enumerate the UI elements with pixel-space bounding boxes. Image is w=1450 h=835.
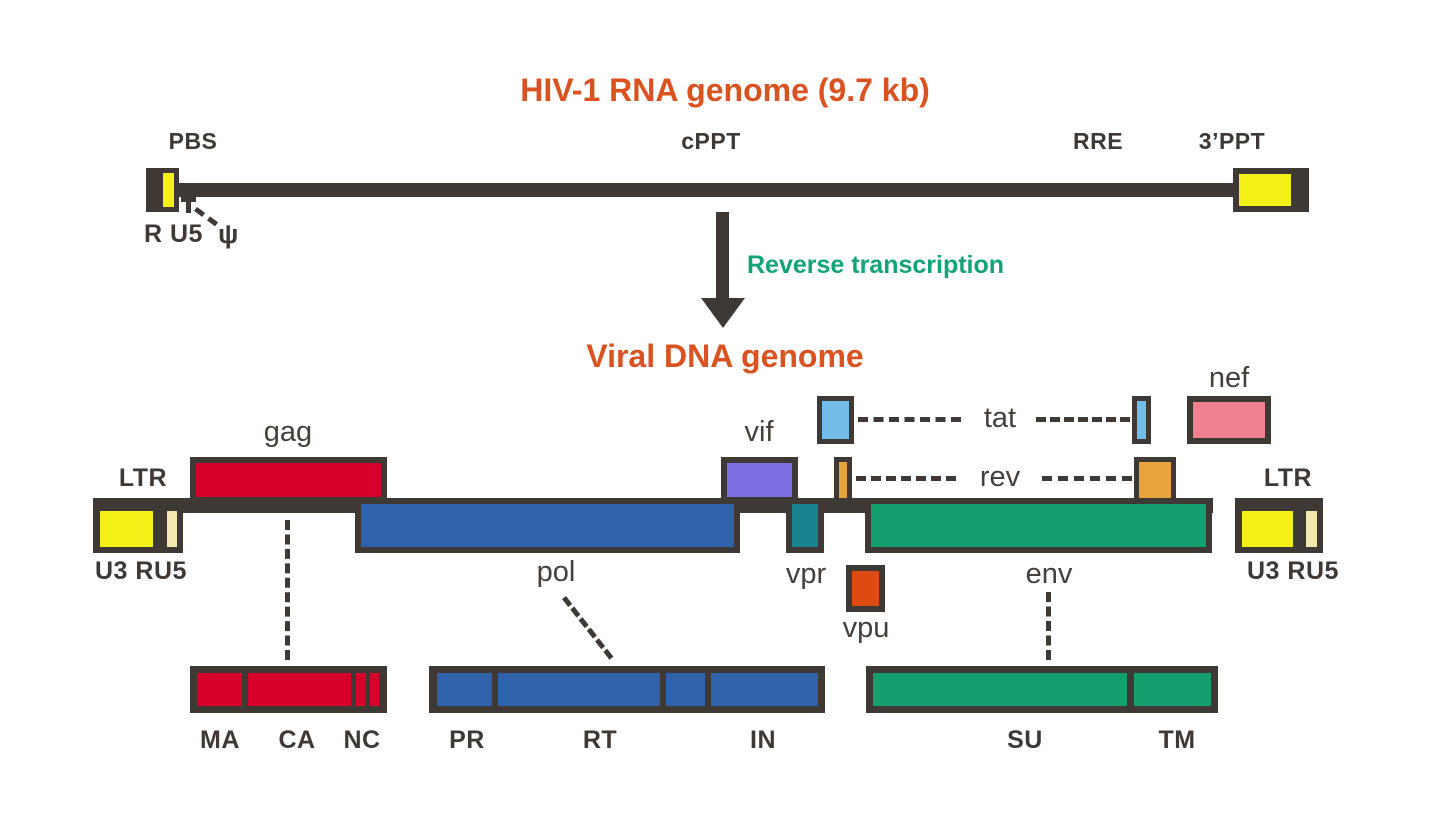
tat-connector-dash-right: [1036, 417, 1130, 422]
rev-exon1-box: [834, 457, 852, 503]
rev-connector-dash-left: [856, 476, 956, 481]
ltr-left-label: LTR: [118, 464, 168, 492]
pr-label: PR: [449, 726, 485, 754]
vpu-label: vpu: [842, 612, 890, 644]
vif-label: vif: [744, 416, 774, 448]
env-expansion-connector: [1046, 592, 1051, 660]
pol-gene-box: [355, 498, 740, 553]
rev-connector-dash-right: [1042, 476, 1132, 481]
su-segment: [873, 673, 1127, 706]
nc-segment: [356, 673, 366, 706]
rnaseh-segment: [666, 673, 705, 706]
gag-expansion-connector: [285, 520, 290, 660]
su-label: SU: [1007, 726, 1043, 754]
rt-label: RT: [582, 726, 618, 754]
trna-primer-tick-stem: [186, 200, 191, 213]
ltr-left-u5-stripe: [167, 511, 177, 547]
vpr-gene-box: [786, 498, 824, 553]
env-label: env: [1025, 558, 1073, 590]
dna-genome-title: Viral DNA genome: [586, 338, 864, 374]
gag-label: gag: [263, 416, 313, 448]
tat-connector-dash-left: [858, 417, 961, 422]
vpu-gene-box: [846, 565, 885, 612]
rev-label: rev: [979, 461, 1021, 493]
ltr-right-u5-stripe: [1306, 511, 1317, 547]
gag-expansion-box: [190, 666, 387, 713]
ltr-left-parts-label: U3 RU5: [95, 557, 187, 585]
ca-segment: [248, 673, 351, 706]
p6-segment: [370, 673, 379, 706]
ltr-right-label: LTR: [1263, 464, 1313, 492]
cppt-label: cPPT: [681, 128, 741, 154]
pol-expansion-box: [429, 666, 825, 713]
in-segment: [711, 673, 818, 706]
pol-label: pol: [536, 556, 576, 588]
ltr-left-u3-block: [100, 511, 153, 547]
pbs-label: PBS: [168, 128, 218, 154]
nef-label: nef: [1208, 362, 1250, 394]
gag-gene-box: [190, 457, 387, 503]
tm-label: TM: [1158, 726, 1196, 754]
tat-label: tat: [983, 402, 1017, 434]
in-label: IN: [750, 726, 776, 754]
pr-segment: [437, 673, 492, 706]
vif-gene-box: [721, 457, 798, 503]
ma-label: MA: [200, 726, 240, 754]
rev-exon2-box: [1134, 457, 1176, 503]
3ppt-label: 3’PPT: [1198, 128, 1266, 154]
rt-segment: [498, 673, 660, 706]
rna-genome-line: [175, 183, 1238, 197]
nc-label: NC: [343, 726, 381, 754]
vpr-label: vpr: [785, 558, 827, 590]
trna-primer-tick-icon: [181, 197, 196, 202]
psi-label: ψ: [218, 219, 239, 249]
arrow-shaft: [716, 212, 729, 300]
rna-genome-title: HIV-1 RNA genome (9.7 kb): [520, 72, 930, 108]
env-gene-box: [865, 498, 1212, 553]
nef-gene-box: [1187, 396, 1271, 444]
pol-expansion-connector: [562, 596, 614, 660]
rre-label: RRE: [1072, 128, 1124, 154]
ltr-right-parts-label: U3 RU5: [1247, 557, 1339, 585]
tm-segment: [1134, 673, 1211, 706]
reverse-transcription-label: Reverse transcription: [747, 251, 1005, 279]
ma-segment: [197, 673, 242, 706]
rna-right-cap-u3-block: [1239, 174, 1291, 206]
tat-exon2-box: [1132, 396, 1151, 444]
rna-left-end-label: R U5: [144, 220, 203, 248]
tat-exon1-box: [817, 396, 854, 444]
env-expansion-box: [866, 666, 1218, 713]
ltr-right-u3-block: [1242, 511, 1293, 547]
arrow-head: [701, 298, 745, 328]
ca-label: CA: [278, 726, 316, 754]
rna-left-cap-u5-stripe: [163, 173, 174, 207]
